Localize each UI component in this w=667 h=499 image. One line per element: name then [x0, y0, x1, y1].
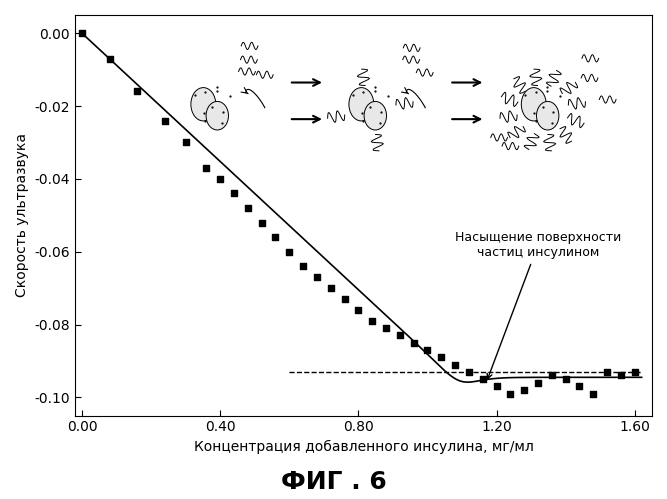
Point [394, 331, 405, 339]
Point [104, 55, 115, 63]
Point [367, 317, 378, 325]
Point [630, 368, 640, 376]
Point [422, 346, 433, 354]
Text: Насыщение поверхности
частиц инсулином: Насыщение поверхности частиц инсулином [455, 231, 621, 379]
Point [340, 295, 350, 303]
Point [270, 233, 281, 241]
Point [256, 219, 267, 227]
Point [464, 368, 474, 376]
Point [450, 361, 460, 369]
Point [242, 204, 253, 212]
Point [180, 138, 191, 146]
Point [546, 371, 557, 379]
Point [77, 29, 87, 37]
Point [159, 117, 170, 125]
Point [616, 371, 626, 379]
Point [436, 353, 447, 361]
Point [229, 190, 239, 198]
Point [381, 324, 392, 332]
Text: ФИГ . 6: ФИГ . 6 [281, 470, 386, 494]
Point [491, 382, 502, 390]
X-axis label: Концентрация добавленного инсулина, мг/мл: Концентрация добавленного инсулина, мг/м… [193, 440, 534, 454]
Point [353, 306, 364, 314]
Point [519, 386, 530, 394]
Point [505, 390, 516, 398]
Point [215, 175, 225, 183]
Point [311, 273, 322, 281]
Point [574, 382, 585, 390]
Point [408, 339, 419, 347]
Point [132, 87, 143, 95]
Point [602, 368, 612, 376]
Point [284, 248, 295, 255]
Point [533, 379, 544, 387]
Point [478, 375, 488, 383]
Point [560, 375, 571, 383]
Point [201, 164, 211, 172]
Y-axis label: Скорость ультразвука: Скорость ультразвука [15, 133, 29, 297]
Point [297, 262, 308, 270]
Point [325, 284, 336, 292]
Point [588, 390, 598, 398]
